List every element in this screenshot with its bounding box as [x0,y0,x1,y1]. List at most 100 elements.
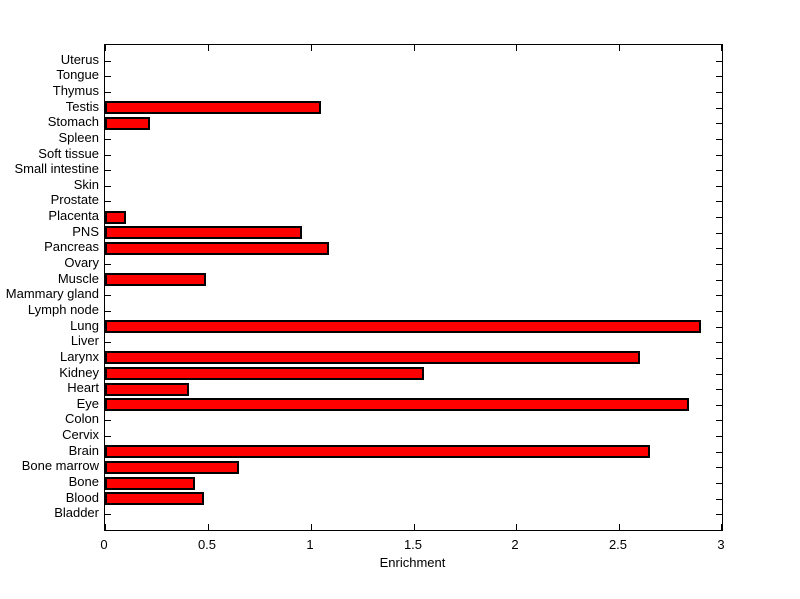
y-tick-right [716,311,722,312]
category-label-muscle: Muscle [57,270,99,286]
y-tick-left [105,514,111,515]
y-tick-right [716,499,722,500]
x-tick-label-3: 3 [717,537,725,552]
y-tick-right [716,217,722,218]
category-label-uterus: Uterus [60,51,99,67]
y-tick-left [105,61,111,62]
bar-placenta [105,210,126,224]
category-label-stomach: Stomach [47,114,99,130]
x-tick-top [414,45,415,51]
x-tick-label-1.5: 1.5 [403,537,423,552]
category-label-heart: Heart [67,380,99,396]
category-label-soft-tissue: Soft tissue [38,145,99,161]
y-tick-left [105,436,111,437]
y-tick-right [716,201,722,202]
y-tick-left [105,420,111,421]
y-tick-left [105,170,111,171]
category-label-bone-marrow: Bone marrow [21,458,99,474]
bar-brain [105,445,650,459]
y-tick-right [716,420,722,421]
x-tick-top [516,45,517,51]
x-tick-bottom [516,524,517,530]
y-tick-right [716,358,722,359]
y-tick-right [716,233,722,234]
bar-pns [105,226,302,240]
category-label-colon: Colon [65,411,99,427]
y-tick-right [716,342,722,343]
x-axis-title: Enrichment [379,555,446,570]
category-label-spleen: Spleen [58,129,99,145]
y-tick-right [716,186,722,187]
y-tick-right [716,483,722,484]
y-tick-right [716,264,722,265]
x-tick-bottom [208,524,209,530]
y-tick-right [716,452,722,453]
y-tick-left [105,155,111,156]
category-label-pns: PNS [72,223,99,239]
y-axis-labels: Uterus Tongue Thymus Testis Stomach Spleen Sof… [0,0,99,599]
category-label-bladder: Bladder [54,505,99,521]
x-tick-label-0.5: 0.5 [197,537,217,552]
y-tick-left [105,186,111,187]
x-tick-top [311,45,312,51]
y-tick-left [105,264,111,265]
category-label-placenta: Placenta [48,208,99,224]
category-label-blood: Blood [65,489,99,505]
bar-larynx [105,351,640,365]
bar-heart [105,382,189,396]
y-tick-right [716,389,722,390]
category-label-small-intestine: Small intestine [14,161,99,177]
y-tick-right [716,76,722,77]
y-tick-right [716,436,722,437]
category-label-prostate: Prostate [50,192,99,208]
y-tick-right [716,170,722,171]
x-tick-bottom [414,524,415,530]
x-tick-bottom [721,524,722,530]
bar-bone-marrow [105,460,239,474]
y-tick-right [716,467,722,468]
category-label-brain: Brain [68,442,99,458]
category-label-thymus: Thymus [52,82,99,98]
x-tick-bottom [619,524,620,530]
y-tick-right [716,248,722,249]
y-tick-right [716,374,722,375]
y-tick-left [105,295,111,296]
category-label-kidney: Kidney [59,364,99,380]
y-tick-left [105,139,111,140]
x-tick-top [619,45,620,51]
category-label-lung: Lung [70,317,99,333]
bar-pancreas [105,241,329,255]
y-tick-right [716,108,722,109]
y-tick-right [716,92,722,93]
bar-eye [105,398,689,412]
bar-stomach [105,116,150,130]
x-tick-label-0: 0 [100,537,108,552]
category-label-tongue: Tongue [56,67,99,83]
bar-kidney [105,367,424,381]
category-label-mammary-gland: Mammary gland [5,286,99,302]
y-tick-left [105,201,111,202]
category-label-pancreas: Pancreas [44,239,99,255]
y-tick-right [716,155,722,156]
y-tick-right [716,514,722,515]
plot-area [104,44,723,531]
category-label-cervix: Cervix [62,427,99,443]
x-tick-top [105,45,106,51]
y-tick-right [716,123,722,124]
y-tick-right [716,139,722,140]
category-label-bone: Bone [68,474,99,490]
x-tick-label-1: 1 [306,537,314,552]
category-label-skin: Skin [73,176,99,192]
y-tick-left [105,92,111,93]
category-label-ovary: Ovary [64,255,99,271]
category-label-larynx: Larynx [59,348,99,364]
category-label-liver: Liver [70,333,99,349]
y-tick-left [105,342,111,343]
bar-bone [105,476,195,490]
x-tick-bottom [105,524,106,530]
bar-muscle [105,273,206,287]
bar-testis [105,101,321,115]
x-tick-label-2: 2 [511,537,519,552]
y-tick-right [716,280,722,281]
bar-lung [105,320,701,334]
